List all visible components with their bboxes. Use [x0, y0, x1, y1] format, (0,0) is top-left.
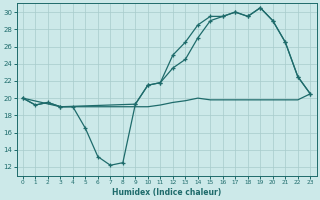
- X-axis label: Humidex (Indice chaleur): Humidex (Indice chaleur): [112, 188, 221, 197]
